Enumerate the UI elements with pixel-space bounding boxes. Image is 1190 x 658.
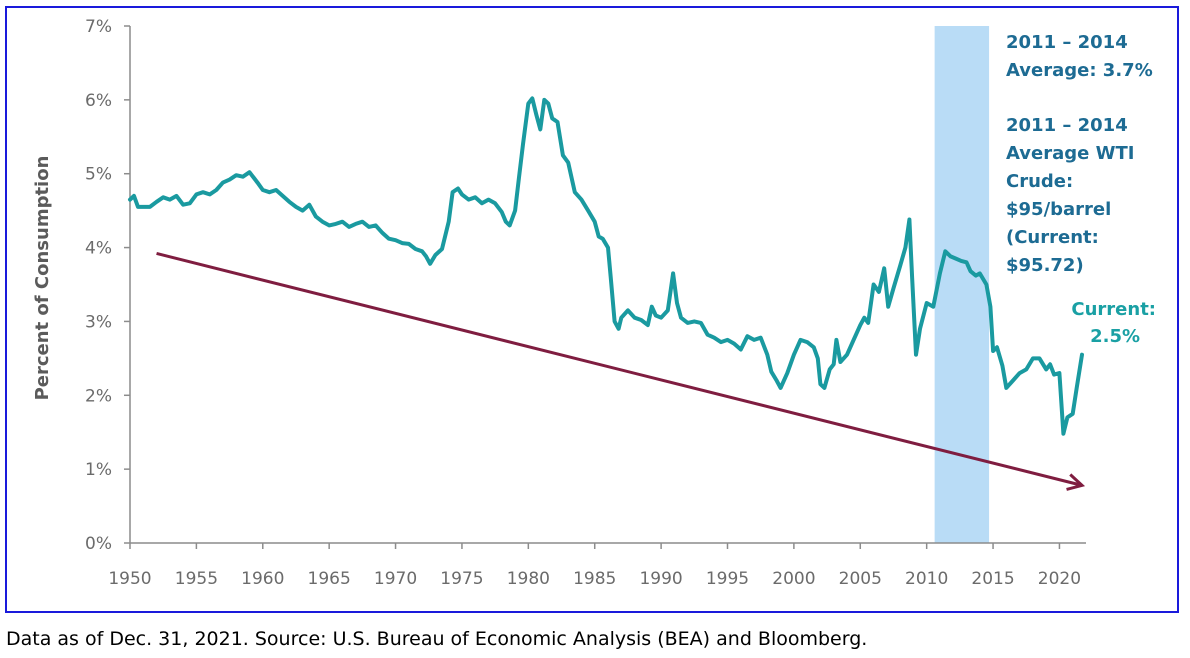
annotation-line: Average WTI	[1006, 143, 1134, 164]
x-tick-label: 1950	[108, 569, 151, 589]
x-tick-label: 1965	[308, 569, 351, 589]
annotation-line: 2011 – 2014	[1006, 115, 1128, 136]
source-note: Data as of Dec. 31, 2021. Source: U.S. B…	[6, 628, 868, 650]
y-tick-label: 5%	[85, 165, 112, 185]
x-tick-label: 1990	[639, 569, 682, 589]
trend-arrow-head	[1066, 473, 1086, 491]
annotation-line: Current:	[1071, 299, 1156, 320]
annotation-line: Crude:	[1006, 171, 1073, 192]
annotation-line: 2011 – 2014	[1006, 32, 1128, 53]
line-chart: 0% 1% 2% 3% 4% 5% 6% 7% 1950 1955 1960 1965 1970 1975…	[32, 17, 1156, 589]
x-tick-label: 1960	[241, 569, 284, 589]
x-tick-label: 1985	[573, 569, 616, 589]
y-tick-label: 0%	[85, 534, 112, 554]
x-tick-label: 1980	[507, 569, 550, 589]
annotation-line: $95/barrel	[1006, 199, 1111, 220]
x-tick-label: 1995	[706, 569, 749, 589]
x-tick-label: 1970	[374, 569, 417, 589]
y-tick-label: 7%	[85, 17, 112, 37]
y-tick-label: 1%	[85, 460, 112, 480]
x-tick-label: 2000	[772, 569, 815, 589]
y-tick-label: 6%	[85, 91, 112, 111]
y-axis-label: Percent of Consumption	[32, 156, 53, 401]
annotation-current: Current: 2.5%	[1071, 299, 1156, 347]
y-tick-label: 4%	[85, 239, 112, 259]
annotation-line: Average: 3.7%	[1006, 60, 1153, 81]
x-tick-label: 1975	[440, 569, 483, 589]
y-tick-label: 3%	[85, 312, 112, 332]
annotation-line: (Current:	[1006, 227, 1099, 248]
x-tick-label: 2020	[1038, 569, 1081, 589]
y-tick-label: 2%	[85, 386, 112, 406]
series-line-energy-share	[128, 96, 1084, 436]
x-tick-label: 2015	[971, 569, 1014, 589]
annotation-line: 2.5%	[1090, 326, 1140, 347]
shaded-region-2011-2014	[934, 26, 990, 543]
x-tick-label: 1955	[175, 569, 218, 589]
trend-arrow-line	[156, 252, 1083, 487]
annotation-2011-2014-average: 2011 – 2014 Average: 3.7%	[1006, 32, 1153, 81]
x-tick-label: 2005	[839, 569, 882, 589]
annotation-wti-crude: 2011 – 2014 Average WTI Crude: $95/barre…	[1006, 115, 1134, 276]
x-tick-label: 2010	[905, 569, 948, 589]
annotation-line: $95.72)	[1006, 255, 1084, 276]
